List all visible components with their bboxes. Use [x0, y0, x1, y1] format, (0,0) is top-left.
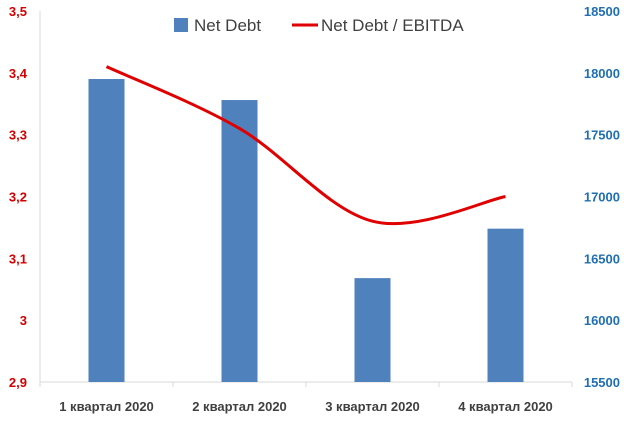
y-axis-left-tick-label: 3,5 — [9, 4, 27, 19]
y-axis-right-tick-label: 18000 — [584, 66, 620, 81]
legend-label-net-debt-ebitda: Net Debt / EBITDA — [321, 16, 464, 35]
y-axis-right-tick-label: 15500 — [584, 375, 620, 390]
y-axis-left-tick-label: 2,9 — [9, 375, 27, 390]
y-axis-right-tick-label: 17000 — [584, 190, 620, 205]
y-axis-right-ticks: 15500 16000 16500 17000 17500 18000 18500 — [584, 4, 620, 390]
y-axis-left-tick-label: 3,3 — [9, 128, 27, 143]
bar-series — [88, 79, 524, 383]
y-axis-right-tick-label: 17500 — [584, 128, 620, 143]
legend-label-net-debt: Net Debt — [194, 16, 261, 35]
ratio-line — [105, 65, 506, 226]
x-axis-ticks: 1 квартал 2020 2 квартал 2020 3 квартал 20… — [39, 382, 573, 414]
x-axis-tick-label: 2 квартал 2020 — [192, 399, 287, 414]
legend-swatch-net-debt — [174, 18, 188, 32]
bar-net-debt — [221, 100, 258, 382]
y-axis-left-tick-label: 3,4 — [9, 66, 28, 81]
legend: Net Debt Net Debt / EBITDA — [174, 16, 464, 35]
x-axis-tick-label: 1 квартал 2020 — [59, 399, 154, 414]
y-axis-right-tick-label: 16000 — [584, 313, 620, 328]
bar-net-debt — [487, 228, 524, 382]
x-axis-tick-label: 3 квартал 2020 — [325, 399, 420, 414]
y-axis-left-tick-label: 3,1 — [9, 251, 27, 266]
y-axis-left-tick-label: 3 — [20, 313, 27, 328]
y-axis-right-tick-label: 18500 — [584, 4, 620, 19]
y-axis-right-tick-label: 16500 — [584, 251, 620, 266]
bar-net-debt — [354, 278, 391, 382]
y-axis-left-ticks: 2,9 3 3,1 3,2 3,3 3,4 3,5 — [9, 4, 28, 390]
x-axis-tick-label: 4 квартал 2020 — [458, 399, 553, 414]
bar-net-debt — [88, 79, 125, 383]
y-axis-left-tick-label: 3,2 — [9, 190, 27, 205]
